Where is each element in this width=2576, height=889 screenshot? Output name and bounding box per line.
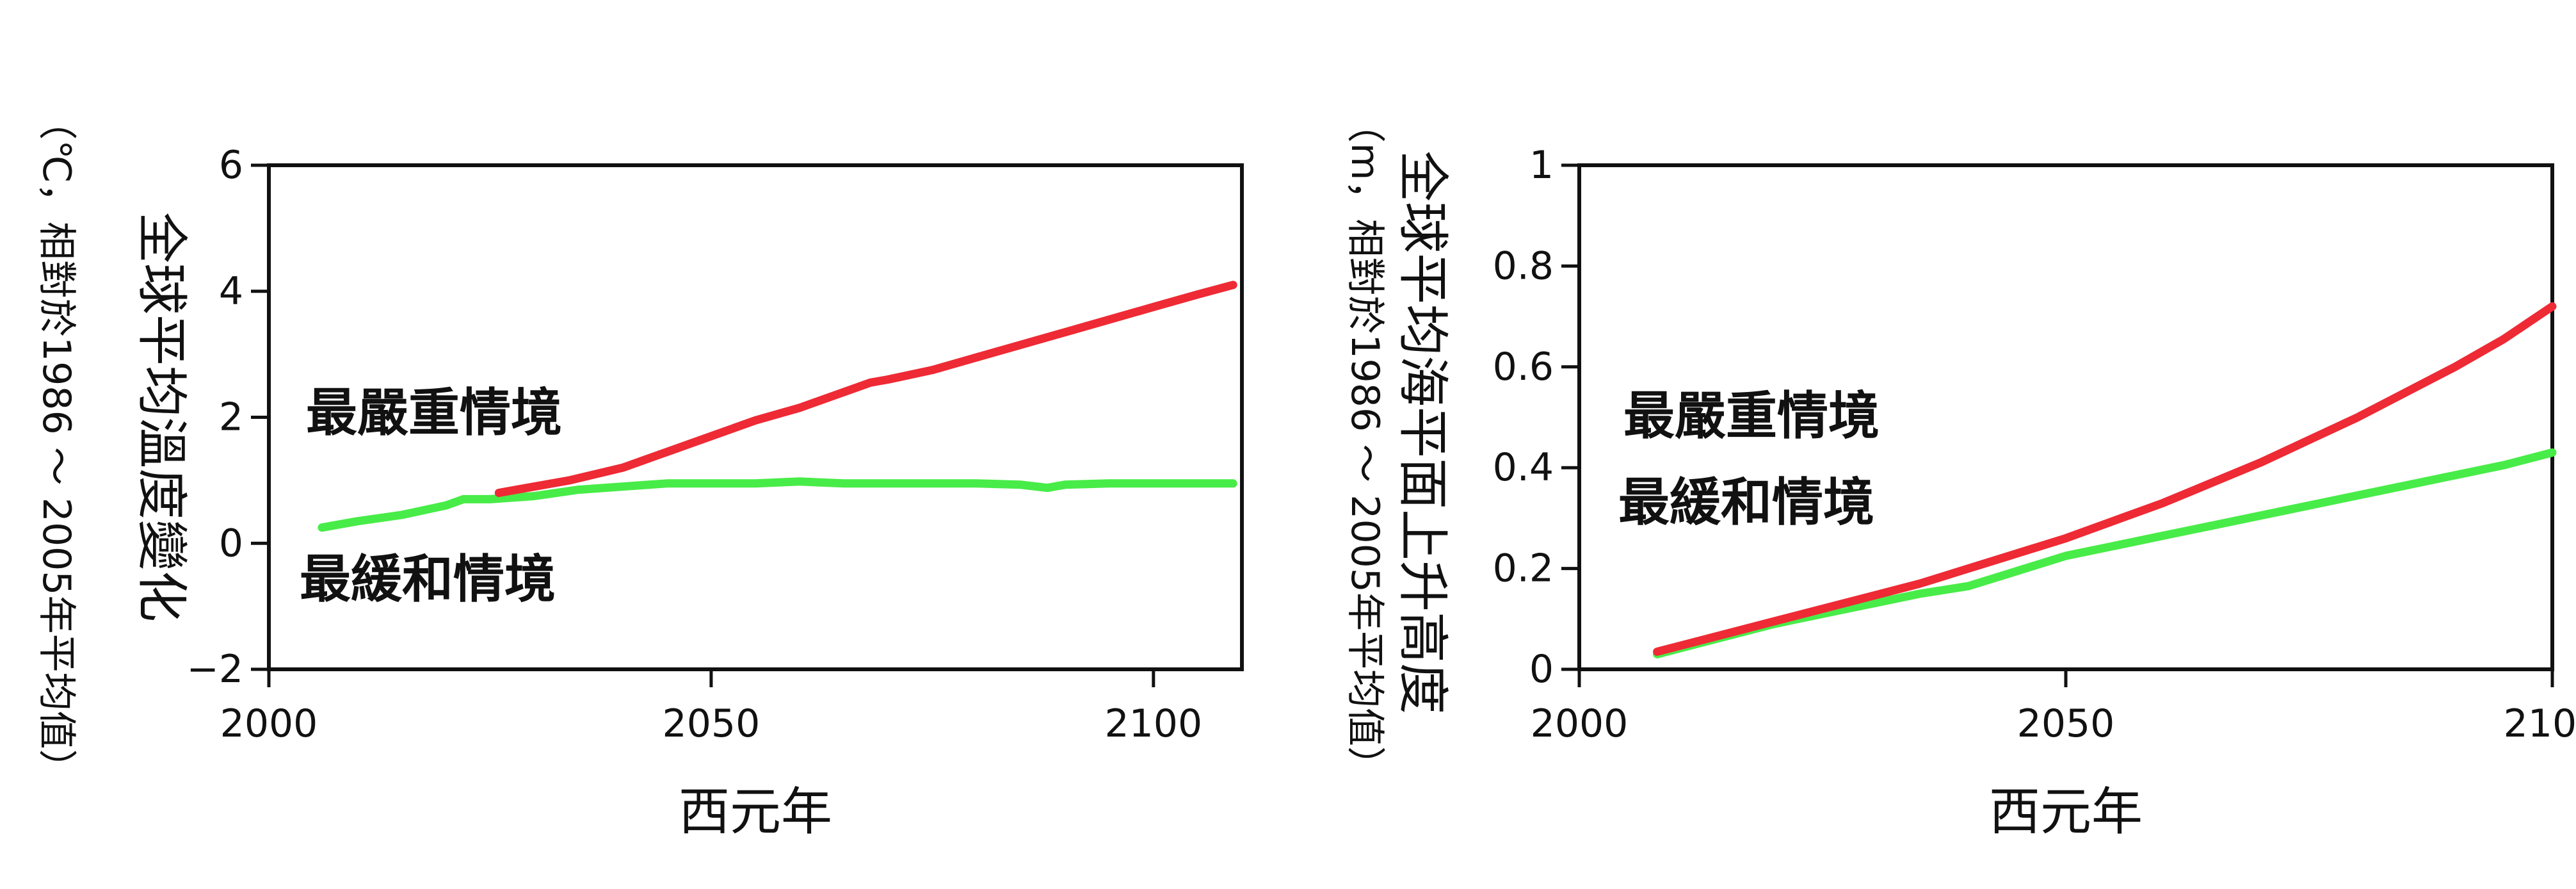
legend-mild: 最緩和情境 <box>300 550 556 609</box>
y-tick-label: 0.4 <box>1493 445 1554 490</box>
y-tick-label: 0.6 <box>1493 345 1554 389</box>
series-line-severe <box>494 281 1237 497</box>
y-tick-label: −2 <box>187 647 243 692</box>
y-tick-label: 0.8 <box>1493 243 1554 288</box>
x-tick-label: 2000 <box>220 701 318 746</box>
x-tick-label: 2000 <box>1531 701 1629 746</box>
y-tick-label: 0 <box>219 521 243 566</box>
temperature-chart: −2 0 2 4 6 2000 2050 2100 西元年 全球平均溫度變化 （℃，相對於19… <box>34 102 1244 842</box>
series-line-mild <box>1653 448 2557 658</box>
series-line-mild <box>318 477 1237 532</box>
y-tick-label: 0.2 <box>1493 546 1554 591</box>
x-tick-label: 2100 <box>1104 701 1202 746</box>
y-tick-label: 4 <box>219 269 243 314</box>
y-axis-title: 全球平均溫度變化 <box>132 212 191 622</box>
series-line-severe <box>1653 302 2557 656</box>
legend-mild: 最緩和情境 <box>1618 473 1874 532</box>
y-tick-label: 1 <box>1529 143 1554 188</box>
x-axis-title: 西元年 <box>1989 782 2143 842</box>
y-tick-label: 0 <box>1529 647 1554 692</box>
x-tick-label: 2050 <box>663 701 761 746</box>
y-tick-label: 2 <box>219 395 243 440</box>
y-axis-title: 全球平均海平面上升高度 <box>1393 151 1453 714</box>
legend-severe: 最嚴重情境 <box>1623 386 1880 446</box>
sea-level-chart: 0 0.2 0.4 0.6 0.8 1 2000 2050 2100 西元年 全球平均海平面上升… <box>1342 104 2576 842</box>
x-tick-label: 2050 <box>2017 701 2115 746</box>
y-axis-unit: （m，相對於1986 ～ 2005年平均值） <box>1342 104 1387 785</box>
x-axis-title: 西元年 <box>679 782 832 842</box>
x-tick-label: 2100 <box>2504 701 2576 746</box>
y-tick-label: 6 <box>219 143 243 188</box>
y-axis-unit: （℃，相對於1986 ～ 2005年平均值） <box>34 102 79 788</box>
legend-severe: 最嚴重情境 <box>306 383 562 443</box>
